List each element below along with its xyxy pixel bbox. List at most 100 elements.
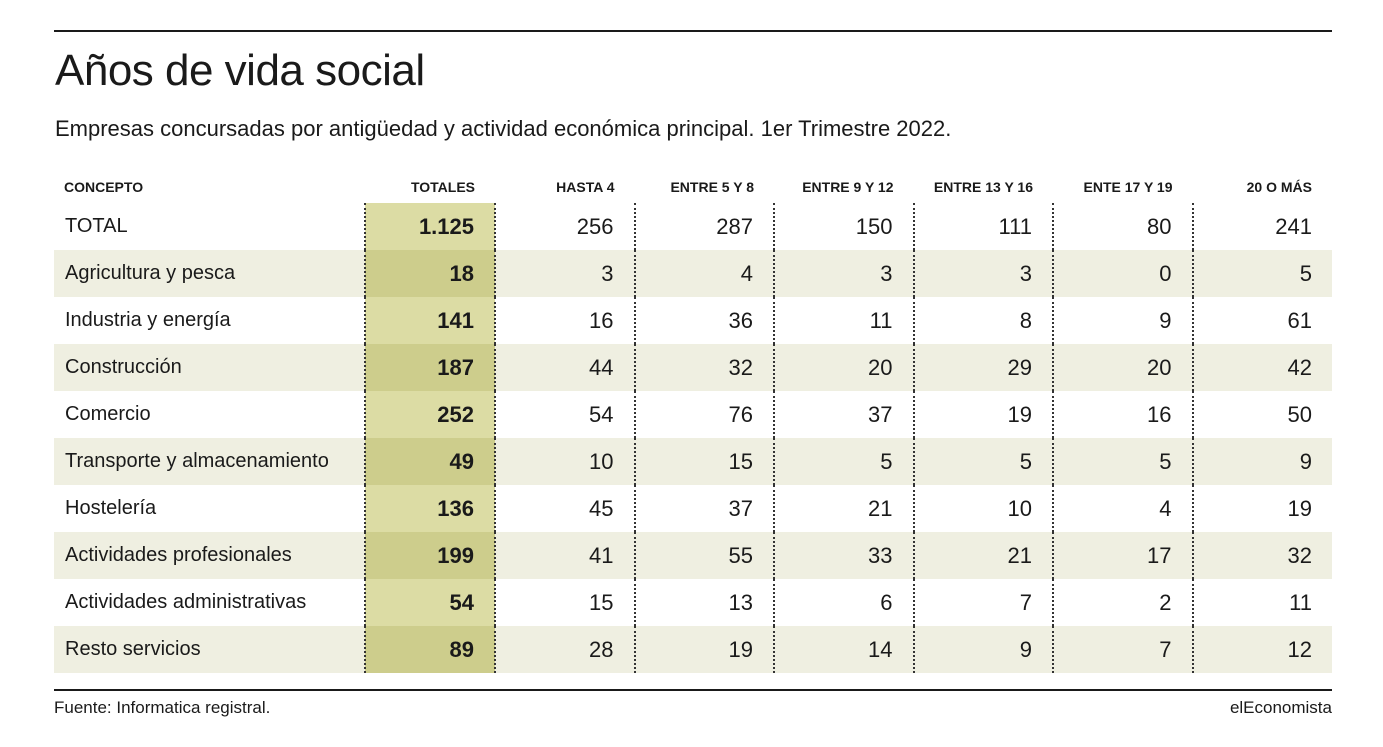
value-cell: 29 (913, 344, 1054, 391)
table-row: Actividades profesionales 199 41 55 33 21 17 32 (54, 532, 1332, 579)
total-cell: 141 (365, 297, 496, 344)
value-cell: 80 (1053, 203, 1194, 250)
value-cell: 21 (774, 485, 915, 532)
row-label: Actividades administrativas (54, 579, 366, 626)
value-cell: 3 (774, 250, 915, 297)
value-cell: 287 (634, 203, 775, 250)
value-cell: 10 (913, 485, 1054, 532)
row-label: Transporte y almacenamiento (54, 438, 366, 485)
value-cell: 16 (1053, 391, 1194, 438)
table-row: Hostelería 136 45 37 21 10 4 19 (54, 485, 1332, 532)
value-cell: 9 (1192, 438, 1332, 485)
value-cell: 2 (1053, 579, 1194, 626)
table-row: Actividades administrativas 54 15 13 6 7 2 11 (54, 579, 1332, 626)
total-cell: 89 (365, 626, 496, 673)
total-cell: 199 (365, 532, 496, 579)
value-cell: 36 (634, 297, 775, 344)
value-cell: 9 (1053, 297, 1194, 344)
table-row: Industria y energía 141 16 36 11 8 9 61 (54, 297, 1332, 344)
value-cell: 19 (1287, 495, 1312, 521)
row-label: Resto servicios (54, 626, 366, 673)
table-row: Comercio 252 54 76 37 19 16 50 (54, 391, 1332, 438)
value-cell: 241 (1275, 213, 1312, 239)
total-cell: 18 (365, 250, 496, 297)
column-header: ENTRE 13 Y 16 (933, 178, 1033, 195)
value-cell: 9 (913, 626, 1054, 673)
value-cell: 17 (1053, 532, 1194, 579)
value-cell: 28 (495, 626, 636, 673)
value-cell: 256 (495, 203, 636, 250)
table-body: TOTAL 1.125 256 287 150 111 80 241 Agricultura y… (54, 203, 1332, 673)
value-cell: 32 (634, 344, 775, 391)
value-cell: 61 (1287, 307, 1312, 333)
total-cell: 252 (365, 391, 496, 438)
value-cell: 6 (774, 579, 915, 626)
row-label: TOTAL (54, 203, 366, 250)
column-header: TOTALES (410, 178, 475, 195)
value-cell: 11 (774, 297, 915, 344)
value-cell: 4 (1053, 485, 1194, 532)
row-label: Agricultura y pesca (54, 250, 366, 297)
chart-title: Años de vida social (55, 46, 425, 95)
value-cell: 150 (774, 203, 915, 250)
value-cell: 3 (495, 250, 636, 297)
value-cell: 15 (634, 438, 775, 485)
column-header: 20 O MÁS (1246, 178, 1312, 195)
value-cell: 41 (495, 532, 636, 579)
table-row: TOTAL 1.125 256 287 150 111 80 241 (54, 203, 1332, 250)
table-row: Transporte y almacenamiento 49 10 15 5 5 5 9 (54, 438, 1332, 485)
value-cell: 55 (634, 532, 775, 579)
total-cell: 187 (365, 344, 496, 391)
value-cell: 32 (1192, 532, 1332, 579)
top-rule (54, 30, 1332, 32)
column-header: ENTE 17 Y 19 (1083, 178, 1173, 195)
column-header: CONCEPTO (64, 178, 144, 195)
value-cell: 42 (1192, 344, 1332, 391)
value-cell: 12 (1192, 626, 1332, 673)
chart-subtitle: Empresas concursadas por antigüedad y ac… (55, 116, 952, 141)
value-cell: 0 (1053, 250, 1194, 297)
bottom-rule (54, 689, 1332, 691)
value-cell: 19 (634, 626, 775, 673)
value-cell: 7 (1053, 626, 1194, 673)
value-cell: 15 (495, 579, 636, 626)
value-cell: 13 (634, 579, 775, 626)
row-label: Hostelería (54, 485, 366, 532)
data-table: CONCEPTO TOTALES HASTA 4 ENTRE 5 Y 8 ENT… (54, 170, 1332, 673)
row-label: Comercio (54, 391, 366, 438)
value-cell: 45 (495, 485, 636, 532)
value-cell: 21 (913, 532, 1054, 579)
value-cell: 5 (1053, 438, 1194, 485)
value-cell: 111 (913, 203, 1054, 250)
value-cell: 33 (774, 532, 915, 579)
value-cell: 37 (634, 485, 775, 532)
value-cell: 5 (913, 438, 1054, 485)
row-label: Industria y energía (54, 297, 366, 344)
value-cell: 8 (913, 297, 1054, 344)
value-cell: 5 (774, 438, 915, 485)
table-row: Construcción 187 44 32 20 29 20 42 (54, 344, 1332, 391)
source-note: Fuente: Informatica registral. (54, 698, 271, 717)
value-cell: 7 (913, 579, 1054, 626)
total-cell: 1.125 (365, 203, 496, 250)
value-cell: 20 (1053, 344, 1194, 391)
column-header: HASTA 4 (556, 178, 615, 195)
total-cell: 49 (365, 438, 496, 485)
value-cell: 5 (1192, 250, 1332, 297)
column-header: ENTRE 9 Y 12 (802, 178, 894, 195)
value-cell: 10 (495, 438, 636, 485)
table-row: Agricultura y pesca 18 3 4 3 3 0 5 (54, 250, 1332, 297)
brand-logo-text: elEconomista (1229, 698, 1332, 717)
table-row: Resto servicios 89 28 19 14 9 7 12 (54, 626, 1332, 673)
value-cell: 54 (495, 391, 636, 438)
total-cell: 54 (365, 579, 496, 626)
row-label: Construcción (54, 344, 366, 391)
value-cell: 20 (774, 344, 915, 391)
row-label: Actividades profesionales (54, 532, 366, 579)
value-cell: 14 (774, 626, 915, 673)
value-cell: 19 (913, 391, 1054, 438)
value-cell: 37 (774, 391, 915, 438)
value-cell: 3 (913, 250, 1054, 297)
header-row: CONCEPTO TOTALES HASTA 4 ENTRE 5 Y 8 ENT… (54, 170, 1332, 203)
value-cell: 11 (1289, 589, 1312, 615)
